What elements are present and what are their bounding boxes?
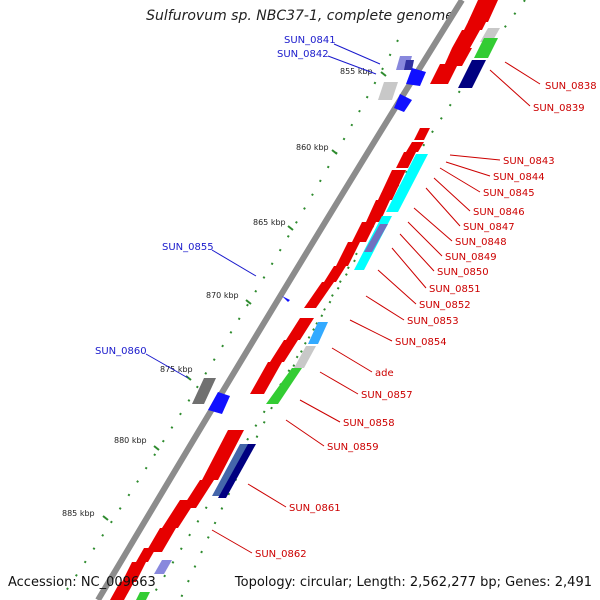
gene-block xyxy=(192,378,216,404)
gene-block xyxy=(404,60,414,70)
gene-block xyxy=(430,64,458,84)
gene-block xyxy=(270,340,298,362)
gene-block xyxy=(406,142,424,152)
gene-block xyxy=(154,560,172,574)
accession-text: Accession: NC_009663 xyxy=(8,575,156,590)
gene-label: SUN_0857 xyxy=(361,390,413,401)
gene-block xyxy=(464,14,490,30)
dotted-guides xyxy=(59,0,526,600)
gene-block xyxy=(324,266,346,282)
gene-label: SUN_0839 xyxy=(533,103,585,114)
gene-label: SUN_0853 xyxy=(407,316,459,327)
colored-genes xyxy=(136,28,500,600)
gene-label: SUN_0849 xyxy=(445,252,497,263)
gene-label: SUN_0843 xyxy=(503,156,555,167)
gene-label: SUN_0854 xyxy=(395,337,447,348)
kbp-tick xyxy=(245,299,252,305)
gene-block xyxy=(458,60,486,88)
gene-label: SUN_0841 xyxy=(284,35,336,46)
left-gene-label-leaders xyxy=(145,43,381,379)
gene-block xyxy=(474,38,498,58)
left-gene-labels: SUN_0841 SUN_0842 SUN_0855 SUN_0860 xyxy=(95,35,336,357)
reverse-genes xyxy=(192,56,426,414)
gene-label: SUN_0850 xyxy=(437,267,489,278)
gene-block xyxy=(162,500,196,528)
right-gene-label-leaders xyxy=(211,61,541,554)
gene-block xyxy=(218,444,256,498)
gene-block xyxy=(406,68,426,86)
gene-label: ade xyxy=(375,368,394,379)
kbp-tick xyxy=(380,71,387,77)
gene-block xyxy=(208,392,230,414)
gene-label: SUN_0838 xyxy=(545,81,597,92)
gene-block xyxy=(266,368,302,404)
gene-block xyxy=(366,200,390,222)
gene-block xyxy=(444,48,472,66)
gene-label: SUN_0858 xyxy=(343,418,395,429)
gene-label: SUN_0846 xyxy=(473,207,525,218)
kbp-labels: 855 kbp 860 kbp 865 kbp 870 kbp 875 kbp … xyxy=(62,67,373,518)
gene-block xyxy=(378,170,406,200)
gene-block xyxy=(414,128,430,140)
kbp-tick xyxy=(185,375,192,381)
gene-label: SUN_0852 xyxy=(419,300,471,311)
gene-block xyxy=(136,548,156,562)
gene-block xyxy=(352,222,376,242)
gene-block xyxy=(282,296,290,302)
gene-label: SUN_0842 xyxy=(277,49,329,60)
kbp-tick xyxy=(153,445,160,451)
gene-block xyxy=(110,582,134,600)
kbp-tick-marks xyxy=(102,71,387,521)
gene-block xyxy=(136,592,150,600)
figure-title: Sulfurovum sp. NBC37-1, complete genome xyxy=(146,8,454,24)
gene-block xyxy=(378,82,398,100)
gene-block xyxy=(250,362,282,394)
gene-block xyxy=(146,528,176,552)
right-gene-labels: SUN_0838 SUN_0839 SUN_0843 SUN_0844 SUN_… xyxy=(255,81,597,560)
gene-label: SUN_0860 xyxy=(95,346,147,357)
gene-label: SUN_0845 xyxy=(483,188,535,199)
gene-block xyxy=(336,242,360,266)
gene-block xyxy=(396,152,416,168)
gene-block xyxy=(452,30,480,48)
kbp-label-860: 860 kbp xyxy=(296,143,329,152)
gene-block xyxy=(202,430,244,480)
kbp-label-870: 870 kbp xyxy=(206,291,239,300)
kbp-label-885: 885 kbp xyxy=(62,509,95,518)
kbp-tick xyxy=(331,149,338,155)
kbp-label-855: 855 kbp xyxy=(340,67,373,76)
kbp-label-880: 880 kbp xyxy=(114,436,147,445)
gene-block xyxy=(212,444,250,496)
topology-text: Topology: circular; Length: 2,562,277 bp… xyxy=(234,575,592,590)
gene-block xyxy=(364,224,388,252)
gene-block xyxy=(394,94,412,112)
gene-label: SUN_0851 xyxy=(429,284,481,295)
gene-label: SUN_0859 xyxy=(327,442,379,453)
gene-label: SUN_0861 xyxy=(289,503,341,514)
gene-block xyxy=(308,322,328,344)
kbp-tick xyxy=(102,515,109,521)
kbp-label-865: 865 kbp xyxy=(253,218,286,227)
gene-label: SUN_0855 xyxy=(162,242,214,253)
gene-label: SUN_0847 xyxy=(463,222,515,233)
gene-label: SUN_0844 xyxy=(493,172,545,183)
gene-block xyxy=(304,282,334,308)
gene-label: SUN_0848 xyxy=(455,237,507,248)
gene-block xyxy=(386,154,428,212)
gene-block xyxy=(122,562,146,582)
gene-label: SUN_0862 xyxy=(255,549,307,560)
genome-backbone xyxy=(95,0,465,600)
kbp-label-875: 875 kbp xyxy=(160,365,193,374)
forward-genes xyxy=(110,0,498,600)
gene-block xyxy=(286,318,314,340)
kbp-tick xyxy=(287,225,294,231)
gene-block xyxy=(294,346,316,368)
